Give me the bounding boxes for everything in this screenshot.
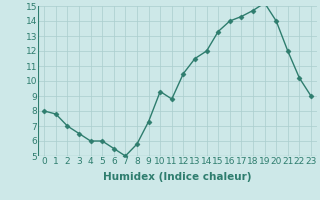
X-axis label: Humidex (Indice chaleur): Humidex (Indice chaleur) xyxy=(103,172,252,182)
